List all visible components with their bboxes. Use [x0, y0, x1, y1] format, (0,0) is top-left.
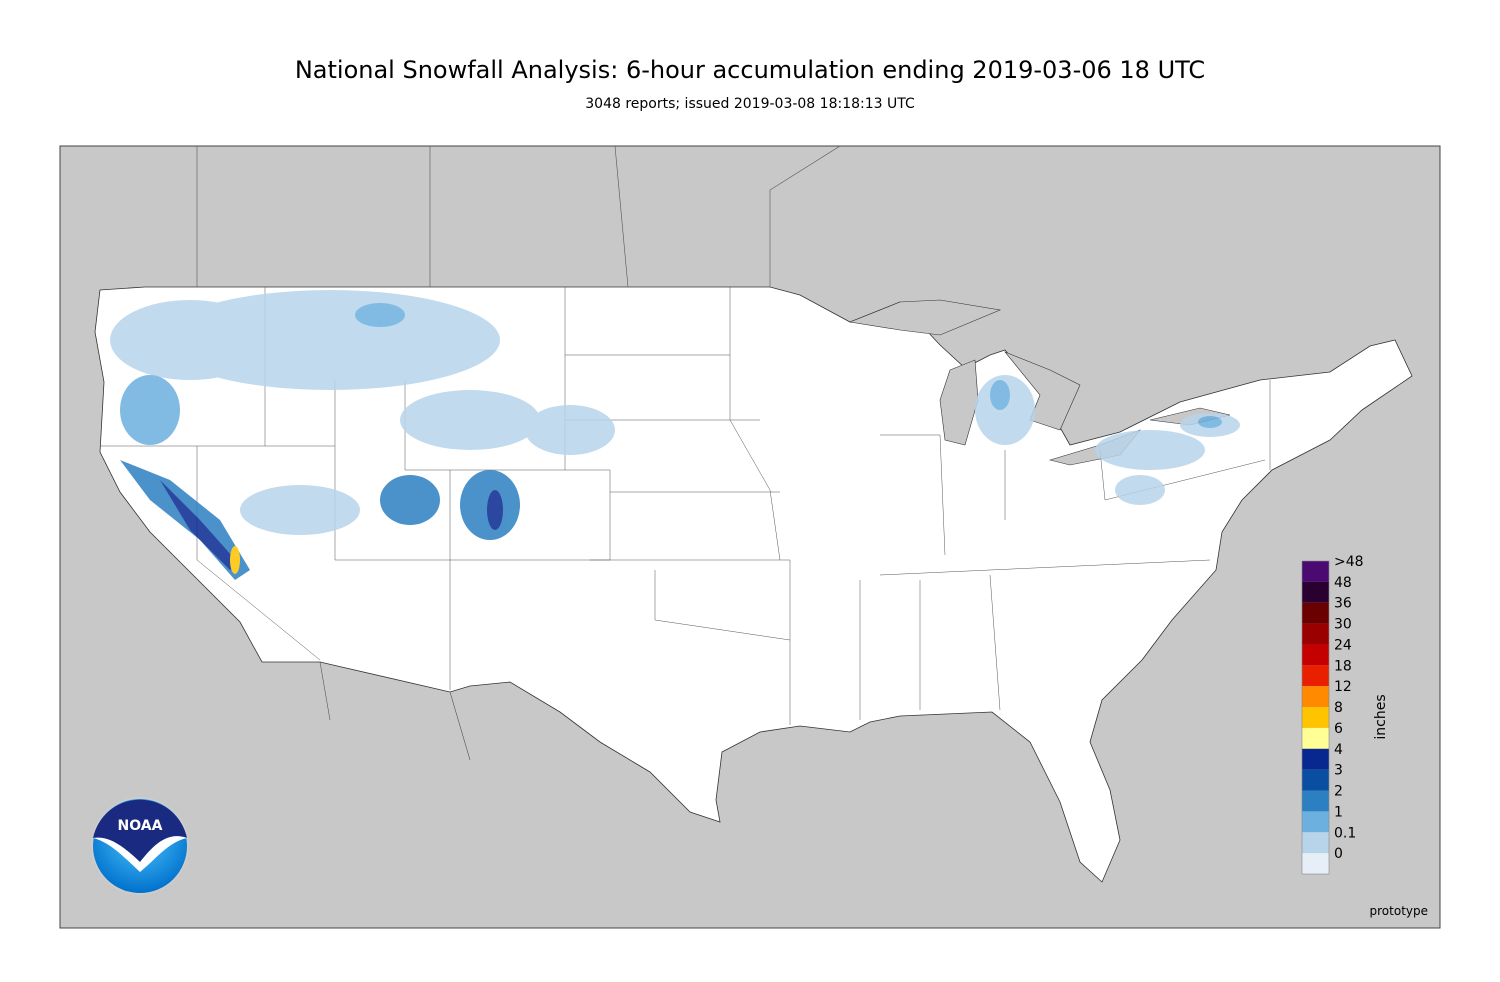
legend-label: 0.1 — [1334, 825, 1356, 841]
legend-label: 24 — [1334, 637, 1352, 653]
legend-swatch — [1302, 623, 1329, 645]
logo-text: NOAA — [118, 818, 163, 834]
legend-swatch — [1302, 602, 1329, 624]
legend-swatch — [1302, 832, 1329, 854]
legend-swatch — [1302, 748, 1329, 770]
legend-swatch — [1302, 581, 1329, 603]
snow-areas — [110, 290, 1240, 580]
great-lakes — [848, 299, 1231, 466]
map-title: National Snowfall Analysis: 6-hour accum… — [295, 56, 1205, 84]
legend-swatch — [1302, 727, 1329, 749]
legend-label: 3 — [1334, 763, 1343, 779]
legend-label: 6 — [1334, 721, 1343, 737]
legend-swatch — [1302, 707, 1329, 728]
legend-label: >48 — [1334, 554, 1364, 570]
legend-label: 12 — [1334, 679, 1352, 695]
legend-swatch — [1302, 790, 1329, 812]
legend-label: 8 — [1334, 700, 1343, 716]
legend-label: 1 — [1334, 804, 1343, 820]
legend-swatch — [1302, 853, 1329, 874]
legend-title: inches — [1373, 694, 1389, 739]
legend-label: 0 — [1334, 846, 1343, 862]
color-legend: >48 48 36 30 24 18 12 8 6 4 3 2 1 0.1 0 — [1301, 554, 1364, 875]
legend-swatch — [1302, 769, 1329, 791]
legend-swatch — [1302, 561, 1329, 582]
legend-swatch — [1302, 811, 1329, 833]
legend-label: 18 — [1334, 658, 1352, 674]
noaa-logo: NOAA — [91, 797, 189, 895]
legend-label: 4 — [1334, 742, 1343, 758]
mexico-canada-borders — [196, 146, 841, 761]
legend-border — [1301, 560, 1330, 875]
legend-label: 48 — [1334, 575, 1352, 591]
legend-label: 36 — [1334, 596, 1352, 612]
prototype-note: prototype — [1370, 904, 1428, 918]
legend-swatch — [1302, 644, 1329, 666]
legend-label: 2 — [1334, 784, 1343, 800]
legend-label: 30 — [1334, 617, 1352, 633]
map-frame — [59, 145, 1441, 929]
legend-swatch — [1302, 686, 1329, 708]
map-subtitle: 3048 reports; issued 2019-03-08 18:18:13… — [585, 96, 915, 112]
legend-swatch — [1302, 665, 1329, 687]
